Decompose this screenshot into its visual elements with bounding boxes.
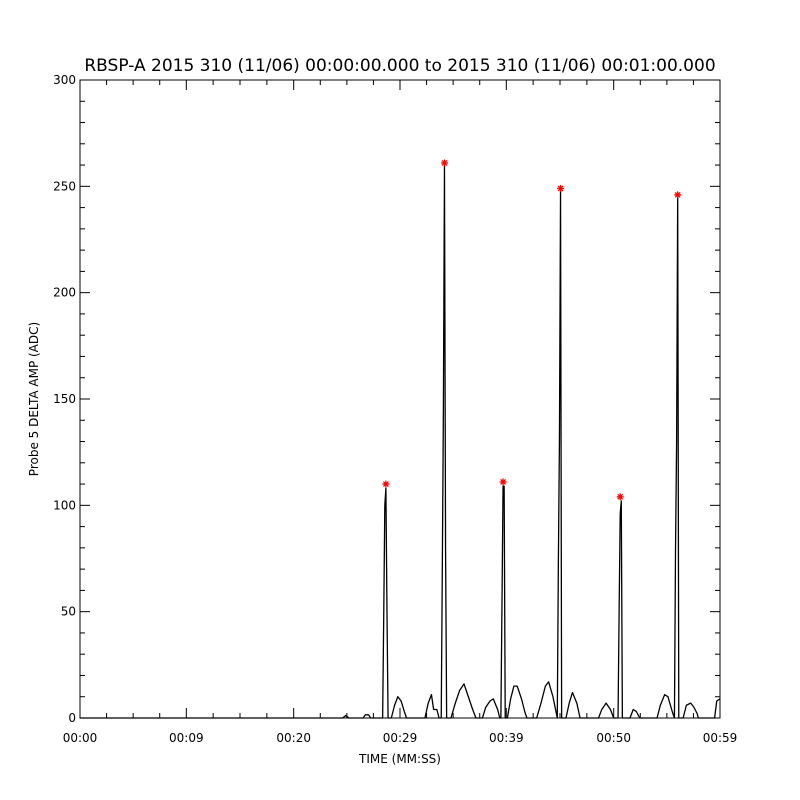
y-tick-label: 150 [53,392,76,406]
x-tick-label: 00:09 [169,731,204,745]
y-tick-label: 100 [53,498,76,512]
peak-marker [499,478,507,486]
y-tick-label: 50 [61,605,76,619]
plot-area [80,159,721,719]
y-tick-label: 200 [53,286,76,300]
x-tick-label: 00:29 [383,731,418,745]
peak-marker [674,191,682,199]
x-tick-label: 00:00 [63,731,98,745]
y-axis-label: Probe 5 DELTA AMP (ADC) [27,322,41,476]
series-line [80,164,721,719]
y-tick-label: 0 [68,711,76,725]
peak-marker [616,493,624,501]
peak-marker [557,184,565,192]
x-tick-label: 00:20 [276,731,311,745]
y-tick-label: 300 [53,73,76,87]
peak-marker [382,480,390,488]
y-tick-label: 250 [53,179,76,193]
x-tick-label: 00:50 [596,731,631,745]
x-tick-label: 00:39 [489,731,524,745]
chart-title: RBSP-A 2015 310 (11/06) 00:00:00.000 to … [84,56,715,76]
axis-ticks: 0 50 100 150 200 250 300 00:00 00:09 00:20 00:29 00… [53,73,737,745]
peak-marker [440,159,448,167]
x-tick-label: 00:59 [703,731,738,745]
x-axis-label: TIME (MM:SS) [358,752,441,766]
plot-frame [79,79,721,719]
